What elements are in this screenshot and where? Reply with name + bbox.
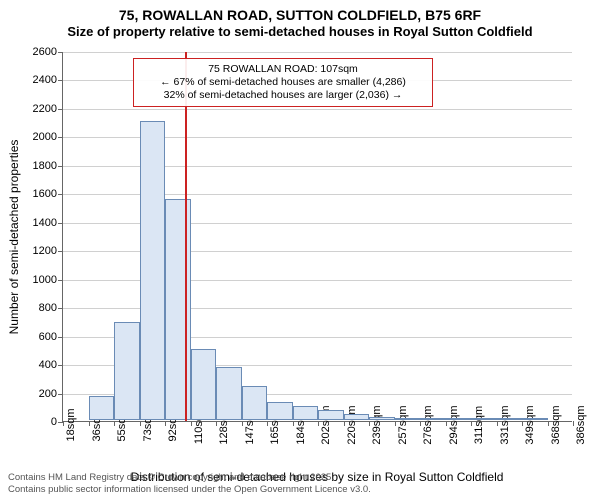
y-tick-mark [58, 137, 63, 138]
y-tick-mark [58, 280, 63, 281]
histogram-bar [471, 418, 497, 420]
x-tick-label: 386sqm [573, 405, 587, 444]
y-tick-mark [58, 394, 63, 395]
y-tick-label: 2200 [33, 103, 57, 115]
histogram-bar [114, 322, 140, 420]
histogram-bar [369, 417, 395, 420]
y-tick-label: 0 [51, 416, 57, 428]
y-tick-mark [58, 166, 63, 167]
x-tick-label: 220sqm [344, 405, 358, 444]
chart-subtitle: Size of property relative to semi-detach… [0, 24, 600, 41]
y-tick-mark [58, 194, 63, 195]
x-tick-label: 257sqm [395, 405, 409, 444]
histogram-bar [395, 418, 421, 420]
y-tick-label: 200 [39, 388, 57, 400]
annotation-line1: 75 ROWALLAN ROAD: 107sqm [140, 63, 426, 76]
histogram-bar [216, 367, 242, 420]
histogram-bar [267, 402, 293, 421]
y-tick-mark [58, 365, 63, 366]
y-tick-mark [58, 337, 63, 338]
footer-line1: Contains HM Land Registry data © Crown c… [8, 472, 371, 484]
annotation-line2: ← 67% of semi-detached houses are smalle… [140, 76, 426, 89]
histogram-bar [344, 414, 370, 420]
footer-line2: Contains public sector information licen… [8, 484, 371, 496]
grid-line [63, 109, 572, 110]
y-tick-label: 1000 [33, 274, 57, 286]
y-tick-mark [58, 308, 63, 309]
annotation-box: 75 ROWALLAN ROAD: 107sqm ← 67% of semi-d… [133, 58, 433, 107]
plot-area: 0200400600800100012001400160018002000220… [62, 52, 572, 422]
y-tick-label: 2400 [33, 74, 57, 86]
histogram-bar [89, 396, 115, 420]
histogram-bar [522, 418, 548, 420]
footer: Contains HM Land Registry data © Crown c… [8, 472, 371, 496]
y-tick-label: 600 [39, 331, 57, 343]
x-tick-label: 368sqm [548, 405, 562, 444]
histogram-bar [420, 418, 446, 420]
y-tick-mark [58, 251, 63, 252]
histogram-bar [497, 418, 523, 420]
x-tick-label: 311sqm [471, 406, 485, 444]
x-tick-label: 239sqm [369, 405, 383, 444]
histogram-bar [293, 406, 319, 420]
histogram-bar [446, 418, 472, 420]
y-tick-label: 2600 [33, 46, 57, 58]
grid-line [63, 52, 572, 53]
y-tick-mark [58, 223, 63, 224]
y-tick-label: 800 [39, 302, 57, 314]
histogram-bar [191, 349, 217, 420]
histogram-bar [318, 410, 344, 420]
y-tick-label: 1800 [33, 160, 57, 172]
y-tick-label: 1400 [33, 217, 57, 229]
y-tick-label: 1600 [33, 188, 57, 200]
x-tick-label: 331sqm [497, 405, 511, 444]
x-tick-label: 276sqm [420, 405, 434, 444]
y-tick-mark [58, 80, 63, 81]
plot-inner: 0200400600800100012001400160018002000220… [62, 52, 572, 422]
x-tick-label: 349sqm [522, 405, 536, 444]
y-tick-label: 400 [39, 359, 57, 371]
y-tick-mark [58, 52, 63, 53]
x-tick-label: 18sqm [63, 408, 77, 441]
x-tick-label: 294sqm [446, 405, 460, 444]
annotation-line3: 32% of semi-detached houses are larger (… [140, 89, 426, 102]
y-tick-label: 1200 [33, 245, 57, 257]
chart-title: 75, ROWALLAN ROAD, SUTTON COLDFIELD, B75… [0, 0, 600, 24]
histogram-bar [140, 121, 166, 420]
y-tick-mark [58, 109, 63, 110]
histogram-bar [242, 386, 268, 420]
y-axis-label: Number of semi-detached properties [7, 140, 21, 335]
y-tick-label: 2000 [33, 131, 57, 143]
